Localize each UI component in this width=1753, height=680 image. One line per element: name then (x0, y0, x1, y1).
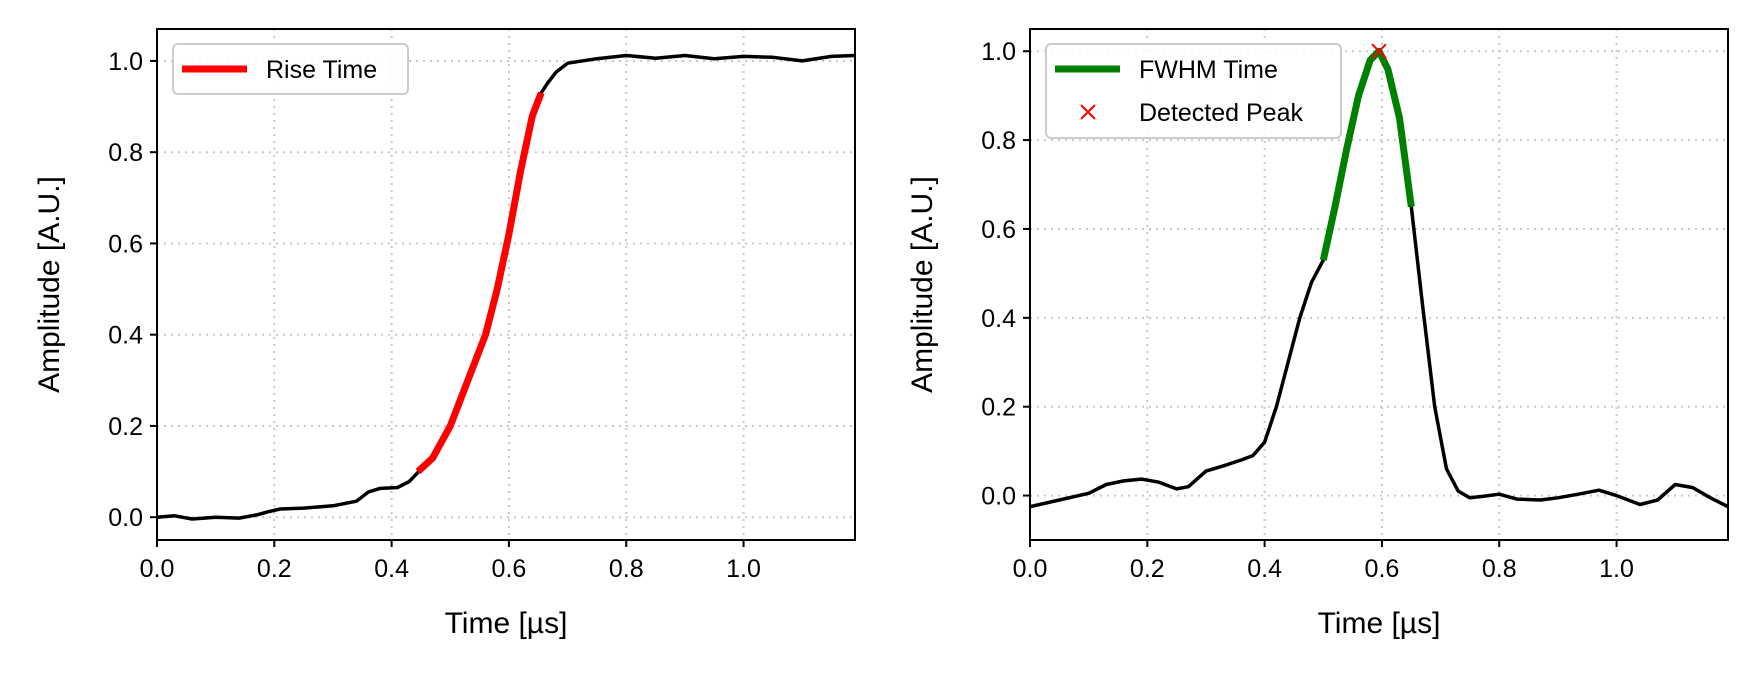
y-tick-label: 0.2 (981, 394, 1016, 422)
x-tick-label: 0.4 (374, 555, 409, 583)
y-tick-label: 0.0 (981, 483, 1016, 511)
y-tick-label: 0.0 (108, 504, 143, 532)
axes-frame (156, 28, 856, 541)
x-tick-label: 0.6 (492, 555, 527, 583)
x-tick-label: 0.0 (140, 555, 175, 583)
y-tick-label: 0.8 (108, 139, 143, 167)
x-tick-label: 0.2 (257, 555, 292, 583)
y-tick-label: 0.2 (108, 413, 143, 441)
peak-marker (1371, 43, 1387, 59)
axes-frame (1029, 28, 1729, 541)
x-axis-label: Time [µs] (445, 607, 568, 640)
legend: Rise Time (172, 43, 409, 95)
y-tick-label: 1.0 (108, 48, 143, 76)
y-axis-label: Amplitude [A.U.] (33, 176, 66, 393)
y-tick-label: 0.8 (981, 127, 1016, 155)
x-tick-label: 0.6 (1365, 555, 1400, 583)
legend-entry-label: Rise Time (266, 56, 377, 84)
x-tick-label: 1.0 (726, 555, 761, 583)
y-tick-label: 1.0 (981, 38, 1016, 66)
legend-box (172, 43, 409, 95)
y-tick-label: 0.6 (981, 216, 1016, 244)
chart-panel-2: 0.0 0.2 0.4 0.6 0.8 1.0 0.0 0.2 0.4 0.6 0.8 1.0 Time… (906, 28, 1729, 640)
fwhm-time-line (1319, 47, 1415, 261)
y-axis-label: Amplitude [A.U.] (906, 176, 939, 393)
legend-marker-icon (1080, 104, 1096, 120)
x-tick-label: 0.8 (609, 555, 644, 583)
chart-panel-1: 0.0 0.2 0.4 0.6 0.8 1.0 0.0 0.2 0.4 0.6 0.8 1.0 Time… (33, 28, 856, 640)
y-tick-label: 0.4 (981, 305, 1016, 333)
legend: FWHM Time Detected Peak (1045, 43, 1342, 139)
x-axis-label: Time [µs] (1318, 607, 1441, 640)
y-tick-label: 0.4 (108, 322, 143, 350)
x-tick-label: 0.8 (1482, 555, 1517, 583)
rise-time-line (415, 91, 545, 475)
signal-line (157, 53, 855, 521)
x-tick-label: 0.2 (1130, 555, 1165, 583)
x-tick-label: 0.0 (1013, 555, 1048, 583)
x-tick-label: 1.0 (1599, 555, 1634, 583)
y-tick-label: 0.6 (108, 230, 143, 258)
legend-entry-label: FWHM Time (1139, 56, 1278, 84)
legend-entry-label: Detected Peak (1139, 99, 1303, 127)
x-tick-label: 0.4 (1247, 555, 1282, 583)
